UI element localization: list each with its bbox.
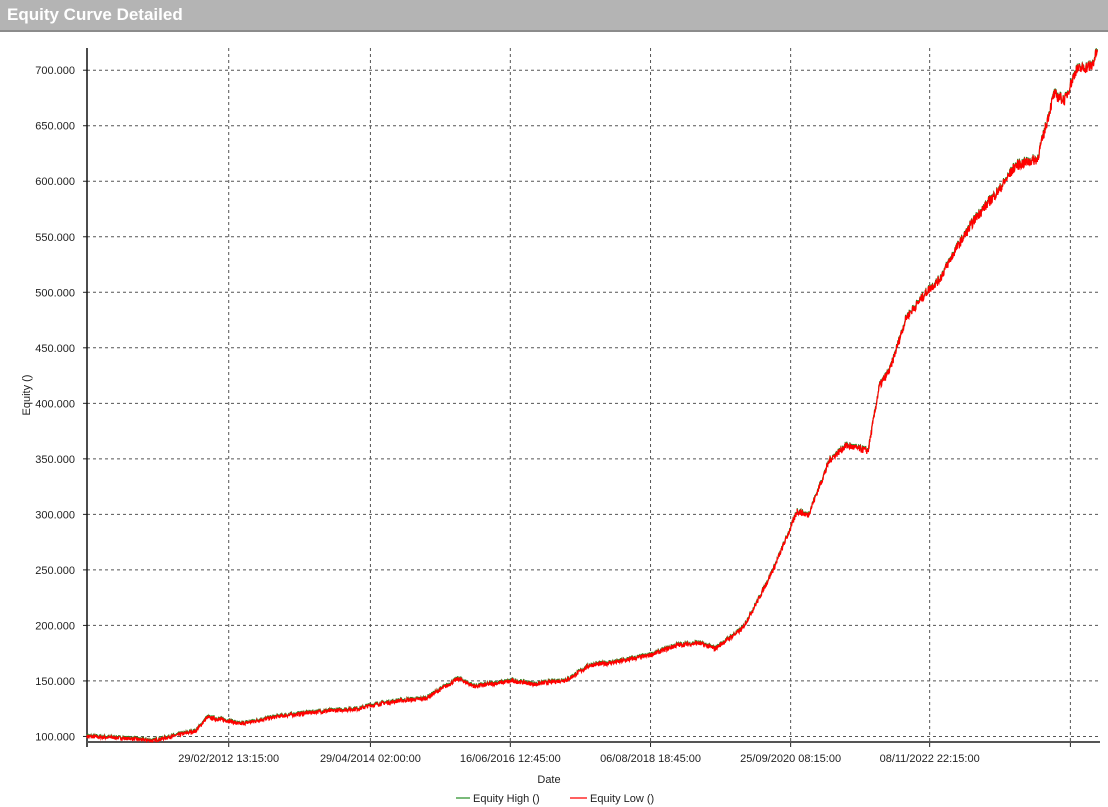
y-tick-label: 100.000 (35, 731, 75, 743)
x-tick-label: 25/09/2020 08:15:00 (740, 753, 841, 765)
y-tick-label: 300.000 (35, 509, 75, 521)
y-tick-label: 450.000 (35, 343, 75, 355)
x-tick-label: 08/11/2022 22:15:00 (880, 753, 980, 765)
x-tick-label: 16/06/2016 12:45:00 (460, 753, 561, 765)
y-tick-label: 600.000 (35, 176, 75, 188)
x-tick-label: 29/02/2012 13:15:00 (178, 753, 279, 765)
y-tick-label: 550.000 (35, 232, 75, 244)
title-bar: Equity Curve Detailed (0, 0, 1108, 32)
series-line-equity-high (86, 47, 1098, 742)
y-tick-label: 650.000 (35, 121, 75, 133)
y-tick-label: 350.000 (35, 454, 75, 466)
y-axis-label: Equity () (21, 375, 33, 416)
x-tick-label: 06/08/2018 18:45:00 (600, 753, 701, 765)
window-title: Equity Curve Detailed (7, 5, 183, 24)
series (86, 47, 1099, 744)
legend: Equity High () Equity Low () (456, 793, 654, 805)
x-axis-label: Date (537, 774, 560, 786)
y-tick-label: 150.000 (35, 676, 75, 688)
y-tick-label: 500.000 (35, 287, 75, 299)
legend-label-equity-high: Equity High () (473, 793, 540, 805)
x-tick-label: 29/04/2014 02:00:00 (320, 753, 421, 765)
legend-label-equity-low: Equity Low () (590, 793, 654, 805)
y-tick-label: 200.000 (35, 620, 75, 632)
y-tick-label: 400.000 (35, 398, 75, 410)
axes: 100.000 150.000 200.000 250.000 300.000 350.0… (35, 48, 1100, 765)
y-tick-label: 250.000 (35, 565, 75, 577)
series-line-equity-low (86, 48, 1099, 744)
y-tick-label: 700.000 (35, 65, 75, 77)
grid (87, 48, 1100, 742)
